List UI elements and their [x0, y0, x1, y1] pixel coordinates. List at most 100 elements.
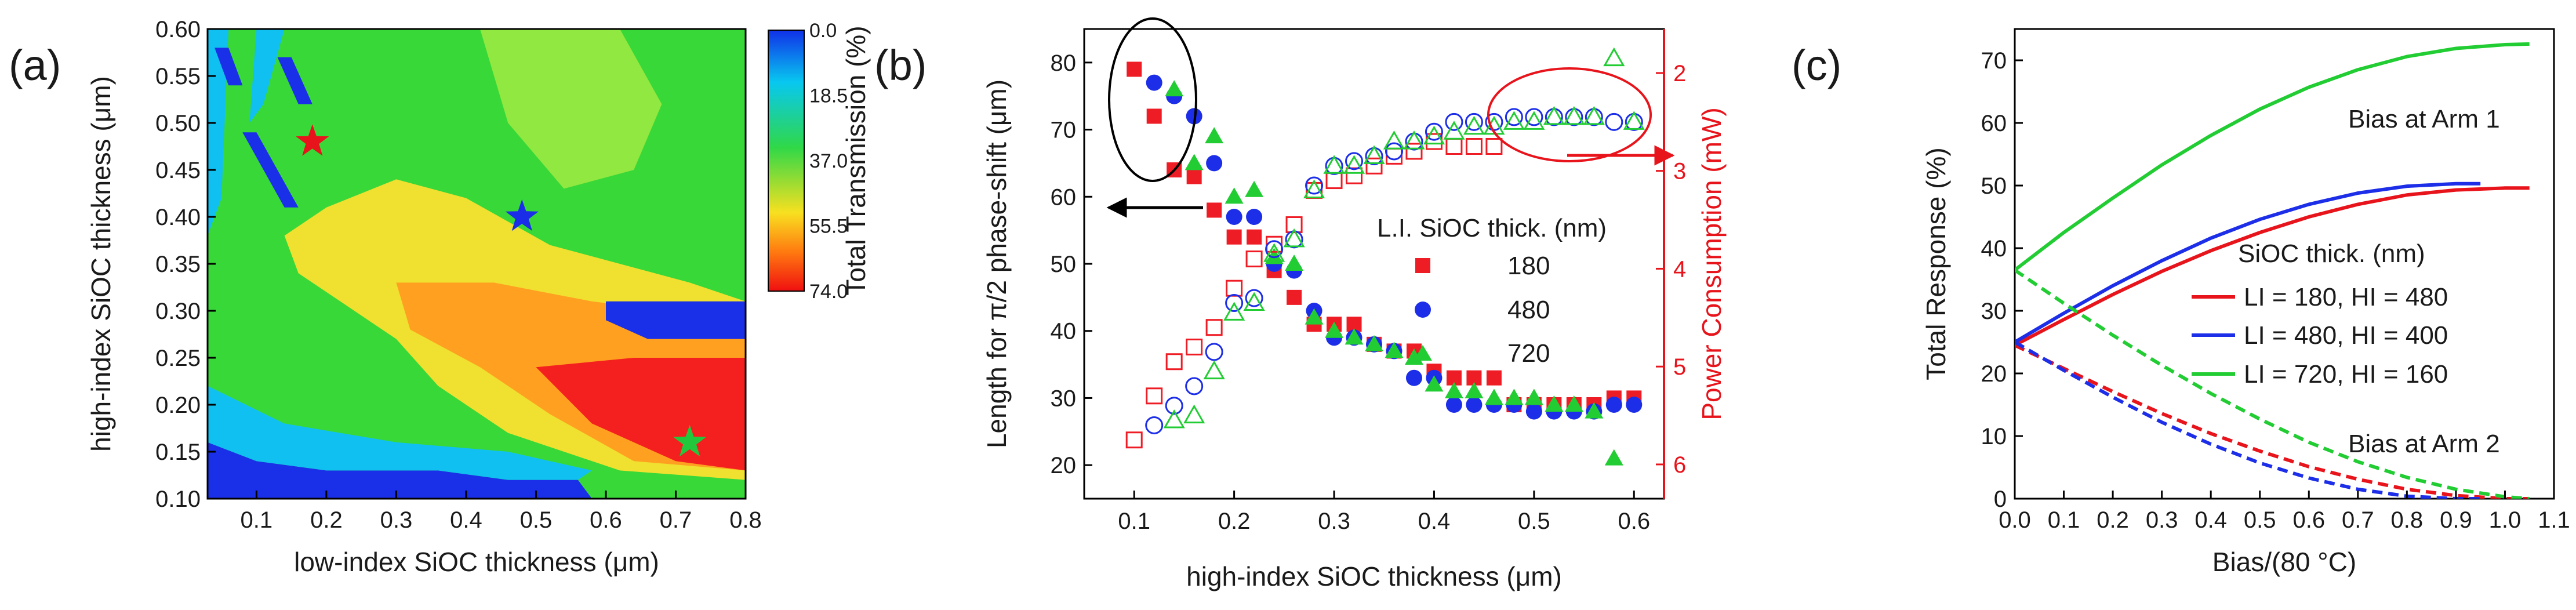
heatmap-region-blue-streak-3 [215, 48, 243, 86]
heatmap-region-blue-streak-2 [277, 57, 313, 104]
scatter-point-s2 [1465, 382, 1484, 398]
scatter-point-s2 [1385, 342, 1404, 358]
line-x-tick-label: 0.7 [2342, 507, 2374, 533]
heatmap-region-blue-strip-right [606, 301, 746, 339]
scatter-point-s4 [1345, 152, 1364, 170]
line-x-tick-label: 0.1 [2048, 507, 2080, 533]
heatmap-y-tick-label: 0.20 [155, 393, 201, 418]
scatter-point-s5 [1543, 106, 1565, 125]
scatter-point-s0 [1287, 289, 1302, 305]
scatter-point-s5 [1503, 111, 1525, 130]
line-y-tick-label: 0 [1994, 486, 2007, 512]
heatmap-y-axis-title: high-index SiOC thickness (μm) [86, 76, 116, 452]
scatter-y-tick-label: 30 [1051, 386, 1077, 411]
line-legend: SiOC thick. (nm) LI = 180, HI = 480 LI =… [2192, 239, 2448, 388]
scatter-point-s3 [1245, 250, 1263, 268]
scatter-point-s2 [1365, 335, 1383, 351]
scatter-point-s2 [1425, 375, 1444, 392]
scatter-point-s3 [1186, 338, 1203, 355]
line-x-tick-label: 0.5 [2244, 507, 2276, 533]
scatter-point-s2 [1585, 402, 1604, 419]
scatter-x-tick-label: 0.3 [1318, 509, 1350, 534]
scatter-point-s2 [1505, 388, 1524, 405]
legend-label-720-160: LI = 720, HI = 160 [2244, 360, 2448, 388]
scatter-point-s3 [1226, 279, 1243, 297]
scatter-point-s5 [1623, 111, 1645, 130]
scatter-x-tick-label: 0.5 [1518, 509, 1550, 534]
scatter-point-s5 [1343, 155, 1365, 174]
scatter-y-ticks-left: 20 30 40 50 60 70 80 [1051, 50, 1092, 478]
heatmap-x-tick-label: 0.1 [241, 507, 273, 533]
line-plot-area [2015, 42, 2530, 499]
star-marker-2 [673, 424, 707, 457]
heatmap-y-tick-label: 0.30 [155, 299, 201, 324]
line-x-tick-label: 0.3 [2146, 507, 2178, 533]
scatter-point-s2 [1524, 388, 1543, 405]
heatmap-y-tick-label: 0.15 [155, 440, 201, 465]
scatter-point-s3 [1465, 138, 1483, 155]
scatter-point-s4 [1225, 294, 1244, 312]
scatter-point-s3 [1405, 143, 1423, 160]
line-y-axis-title: Total Response (%) [1921, 147, 1951, 380]
scatter-point-s4 [1465, 112, 1483, 131]
heatmap-x-ticks: 0.1 0.2 0.3 0.4 0.5 0.6 0.7 0.8 [241, 491, 762, 533]
scatter-point-s0 [1226, 229, 1242, 245]
heatmap-plot-area [208, 29, 746, 499]
scatter-point-s2 [1205, 127, 1224, 144]
scatter-point-s2 [1245, 180, 1264, 197]
scatter-point-s5 [1203, 360, 1225, 380]
scatter-point-s1 [1405, 369, 1422, 386]
scatter-y-axis-title-right: Power Consumption (mW) [1696, 107, 1727, 420]
scatter-point-s2 [1545, 395, 1564, 412]
scatter-y-tick-label: 70 [1051, 118, 1077, 143]
colorbar [768, 30, 805, 292]
heatmap-x-tick-label: 0.2 [310, 507, 343, 533]
heatmap-region-blue-streak-1 [242, 132, 299, 208]
line-x-axis-title: Bias/(80 °C) [2212, 547, 2356, 577]
legend-label-180-480: LI = 180, HI = 480 [2244, 283, 2448, 311]
heatmap-y-tick-label: 0.40 [155, 205, 201, 230]
line-x-tick-label: 0.0 [1999, 507, 2031, 533]
line-series-1 [2015, 181, 2481, 344]
annotation-arm1: Bias at Arm 1 [2348, 105, 2500, 133]
line-x-tick-label: 1.0 [2489, 507, 2521, 533]
line-y-tick-label: 30 [1981, 299, 2007, 324]
scatter-point-s3 [1125, 431, 1143, 449]
scatter-point-s2 [1444, 382, 1463, 398]
scatter-point-s2 [1225, 187, 1244, 204]
scatter-point-s0 [1127, 61, 1142, 77]
star-marker-1 [505, 199, 539, 231]
scatter-right-tick-label: 5 [1673, 354, 1686, 380]
colorbar-tick-label: 37.0 [809, 150, 848, 172]
scatter-point-s1 [1226, 209, 1242, 225]
legend-label-180: 180 [1507, 252, 1550, 280]
scatter-point-s3 [1365, 157, 1383, 175]
legend-label-480: 480 [1507, 296, 1550, 324]
scatter-point-s5 [1423, 125, 1445, 145]
line-y-tick-label: 10 [1981, 424, 2007, 449]
scatter-point-s5 [1563, 106, 1585, 125]
scatter-point-s3 [1325, 172, 1343, 190]
scatter-point-s3 [1445, 138, 1463, 155]
scatter-plot-area [1125, 47, 1645, 466]
star-marker-0 [296, 124, 329, 156]
heatmap-y-tick-label: 0.10 [155, 486, 201, 512]
scatter-x-tick-label: 0.6 [1618, 509, 1650, 534]
scatter-point-s3 [1285, 216, 1303, 233]
line-series-2 [2015, 42, 2530, 272]
heatmap-region-cyan-left-1 [208, 29, 229, 236]
scatter-point-s5 [1303, 179, 1325, 198]
scatter-right-tick-label: 3 [1673, 159, 1686, 184]
heatmap-x-tick-label: 0.6 [590, 507, 622, 533]
colorbar-tick-label: 74.0 [809, 281, 848, 303]
scatter-point-s2 [1165, 80, 1184, 97]
scatter-point-s1 [1445, 397, 1462, 413]
legend-marker-720 [1414, 345, 1432, 361]
annotation-arm2: Bias at Arm 2 [2348, 430, 2500, 458]
scatter-point-s5 [1183, 404, 1205, 424]
line-y-tick-label: 60 [1981, 111, 2007, 136]
heatmap-x-tick-label: 0.3 [380, 507, 413, 533]
scatter-point-s3 [1146, 387, 1163, 405]
